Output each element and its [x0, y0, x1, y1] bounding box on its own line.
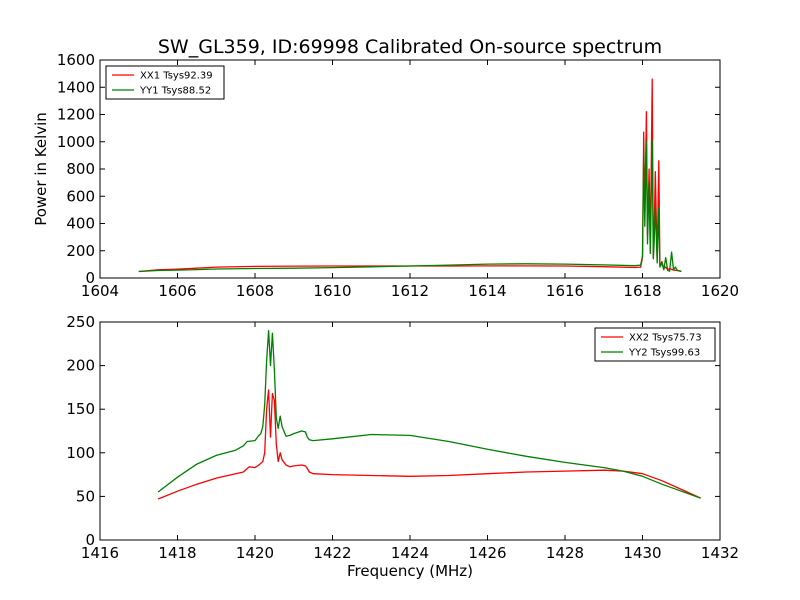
- top-legend-label-2: YY1 Tsys88.52: [139, 86, 211, 97]
- bottom-legend-label-2: YY2 Tsys99.63: [628, 348, 700, 359]
- bottom-legend: XX2 Tsys75.73 YY2 Tsys99.63: [594, 327, 716, 362]
- top-y-tick-label: 1200: [57, 106, 95, 124]
- bottom-legend-label-1: XX2 Tsys75.73: [629, 333, 702, 344]
- bottom-series-line-2: [157, 330, 701, 499]
- top-legend-label-1: XX1 Tsys92.39: [140, 71, 213, 82]
- bottom-series-line-1: [157, 389, 701, 500]
- bottom-y-tick-label: 150: [66, 400, 95, 418]
- top-plot-area: 1604 1606 1608 1610 1612 1614 1616 1618 1620 0 200…: [57, 51, 739, 300]
- top-x-tick-label: 1612: [391, 282, 429, 300]
- bottom-y-tick-label: 200: [66, 357, 95, 375]
- top-y-axis-label: Power in Kelvin: [32, 112, 50, 226]
- top-y-tick-label: 0: [85, 269, 95, 287]
- top-series-line-2: [138, 139, 682, 273]
- bottom-plot-area: 1416 1418 1420 1422 1424 1426 1428 1430 1432 0 50 1…: [66, 313, 739, 562]
- top-x-tick-label: 1614: [468, 282, 506, 300]
- bottom-y-tick-label: 250: [66, 313, 95, 331]
- top-y-tick-label: 200: [66, 242, 95, 260]
- top-x-tick-label: 1610: [313, 282, 351, 300]
- top-x-tick-label: 1606: [158, 282, 196, 300]
- bottom-chart: 1416 1418 1420 1422 1424 1426 1428 1430 1432 0 50 1…: [66, 313, 739, 580]
- bottom-x-tick-label: 1424: [391, 544, 429, 562]
- top-legend-box: [105, 65, 225, 100]
- top-x-tick-label: 1608: [236, 282, 274, 300]
- bottom-y-tick-label: 100: [66, 444, 95, 462]
- bottom-legend-box: [594, 327, 716, 362]
- bottom-x-tick-label: 1430: [623, 544, 661, 562]
- bottom-y-tick-label: 50: [76, 487, 95, 505]
- top-x-tick-label: 1616: [546, 282, 584, 300]
- bottom-x-tick-label: 1426: [468, 544, 506, 562]
- bottom-x-axis-label: Frequency (MHz): [347, 562, 473, 580]
- top-y-tick-label: 800: [66, 160, 95, 178]
- bottom-y-tick-label: 0: [85, 531, 95, 549]
- top-y-tick-label: 1000: [57, 133, 95, 151]
- top-y-tick-label: 600: [66, 187, 95, 205]
- top-x-tick-label: 1618: [623, 282, 661, 300]
- bottom-x-tick-label: 1428: [546, 544, 584, 562]
- top-chart: SW_GL359, ID:69998 Calibrated On-source …: [32, 36, 739, 300]
- bottom-x-tick-label: 1420: [236, 544, 274, 562]
- top-x-tick-label: 1620: [701, 282, 739, 300]
- top-y-tick-label: 1400: [57, 78, 95, 96]
- top-chart-title: SW_GL359, ID:69998 Calibrated On-source …: [158, 36, 662, 58]
- bottom-x-tick-label: 1422: [313, 544, 351, 562]
- top-y-tick-label: 1600: [57, 51, 95, 69]
- top-y-tick-label: 400: [66, 215, 95, 233]
- bottom-x-tick-label: 1432: [701, 544, 739, 562]
- top-x-tick-label: 1604: [81, 282, 119, 300]
- bottom-x-tick-label: 1418: [158, 544, 196, 562]
- bottom-x-tick-label: 1416: [81, 544, 119, 562]
- top-legend: XX1 Tsys92.39 YY1 Tsys88.52: [105, 65, 225, 100]
